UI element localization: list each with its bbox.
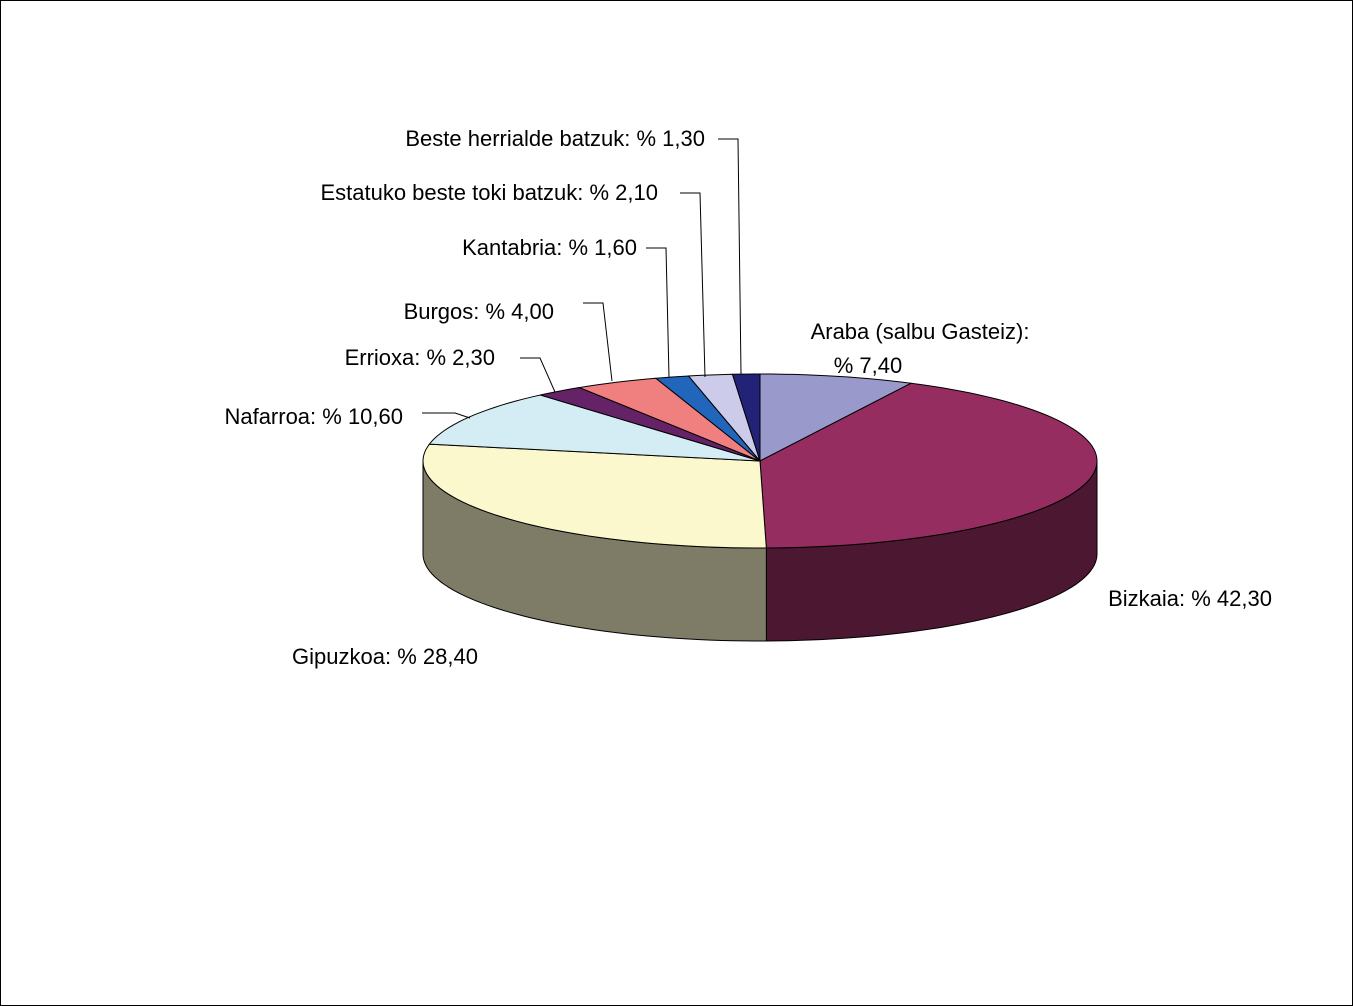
leader-line-beste-herrialde-batzuk <box>718 138 742 375</box>
data-label-kantabria: Kantabria: % 1,60 <box>462 235 637 260</box>
leader-lines <box>422 138 742 419</box>
leader-line-nafarroa <box>422 412 471 419</box>
slice-errioxa <box>540 387 761 462</box>
data-label-estatuko-beste-toki-batzuk: Estatuko beste toki batzuk: % 2,10 <box>320 180 658 205</box>
slice-araba-salbu-gasteiz <box>759 373 913 462</box>
data-labels: Araba (salbu Gasteiz):% 7,40 Bizkaia: % 4… <box>224 126 1271 669</box>
slice-burgos <box>577 377 761 462</box>
data-label-gipuzkoa: Gipuzkoa: % 28,40 <box>292 644 478 669</box>
data-label-beste-herrialde-batzuk: Beste herrialde batzuk: % 1,30 <box>405 126 705 151</box>
leader-line-kantabria <box>646 247 670 378</box>
data-label-araba-salbu-gasteiz: Araba (salbu Gasteiz):% 7,40 <box>811 319 1030 378</box>
data-label-bizkaia: Bizkaia: % 42,30 <box>1108 586 1272 611</box>
leader-line-errioxa <box>520 357 556 393</box>
data-label-errioxa: Errioxa: % 2,30 <box>345 345 495 370</box>
data-label-nafarroa: Nafarroa: % 10,60 <box>224 404 403 429</box>
pie-slices <box>422 373 1098 549</box>
leader-line-burgos <box>583 302 613 382</box>
slice-gipuzkoa <box>422 443 767 549</box>
slice-bizkaia <box>759 382 1098 549</box>
data-label-burgos: Burgos: % 4,00 <box>404 299 554 324</box>
leader-line-estatuko-beste-toki-batzuk <box>680 192 706 378</box>
slice-beste-herrialde-batzuk <box>731 373 761 462</box>
